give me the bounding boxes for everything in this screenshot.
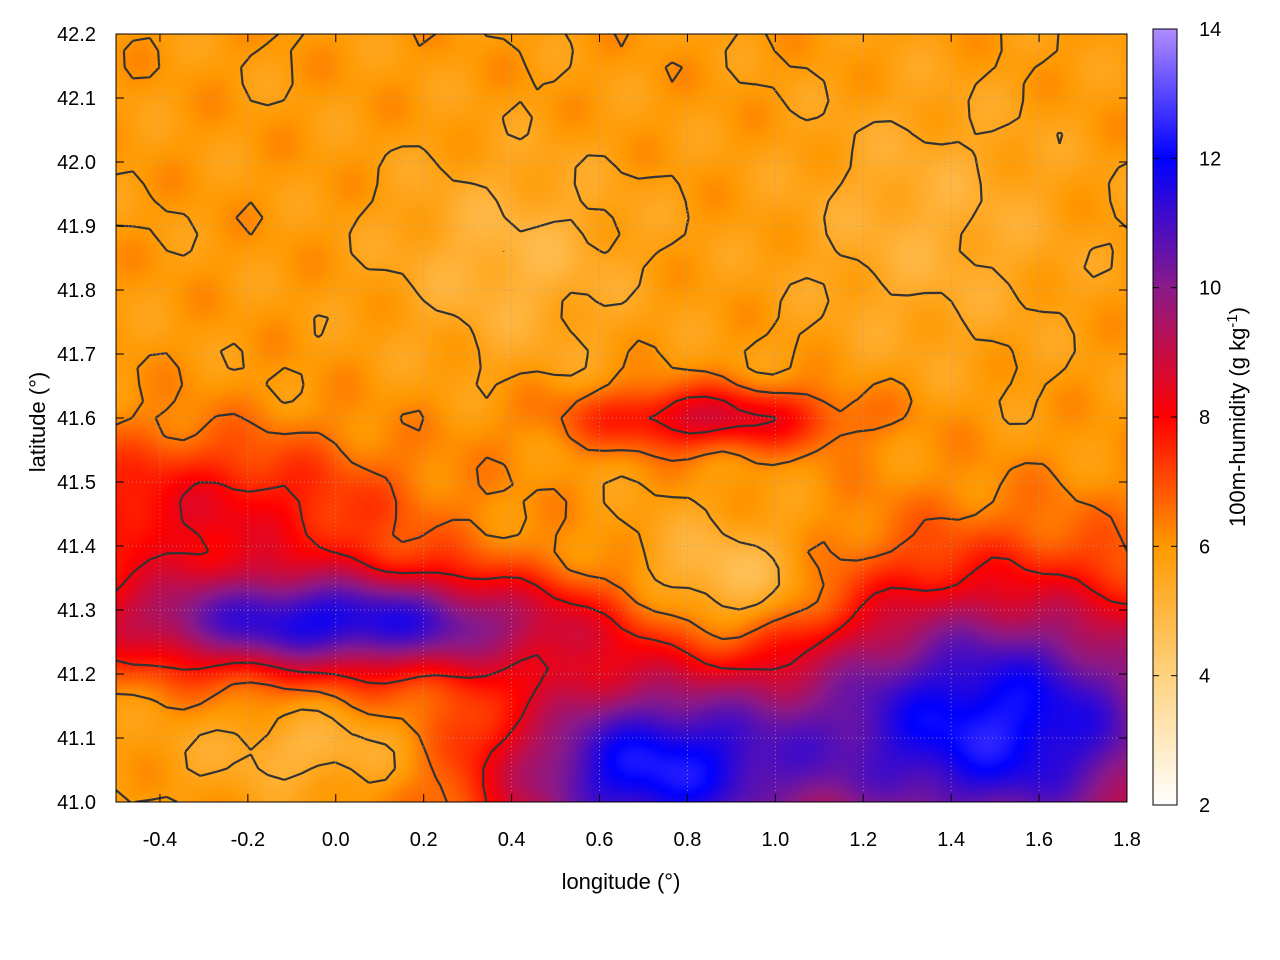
x-tick-label: -0.4 xyxy=(143,829,177,851)
y-tick-label: 42.1 xyxy=(57,88,96,110)
colorbar-label: 100m-humidity (g kg-1) xyxy=(1224,307,1250,527)
colorbar-tick-label: 8 xyxy=(1199,407,1210,429)
x-axis: -0.4 -0.2 0.0 0.2 0.4 0.6 0.8 1.0 1.2 1.4 1.6 1.8 xyxy=(143,34,1141,851)
y-tick-label: 42.2 xyxy=(57,24,96,46)
contour-level-3 xyxy=(116,395,1127,802)
y-tick-label: 41.8 xyxy=(57,280,96,302)
colorbar-ticks: 2 4 6 8 10 12 14 xyxy=(1153,19,1221,817)
x-axis-label: longitude (°) xyxy=(562,869,681,894)
y-axis-label: latitude (°) xyxy=(25,372,50,473)
colorbar-label-text: 100m-humidity (g kg xyxy=(1225,328,1250,527)
colorbar-tick-label: 2 xyxy=(1199,795,1210,817)
colorbar-label-exponent: -1 xyxy=(1224,314,1241,327)
y-tick-label: 41.4 xyxy=(57,536,96,558)
colorbar-tick-label: 6 xyxy=(1199,536,1210,558)
y-axis: 41.0 41.1 41.2 41.3 41.4 41.5 41.6 41.7 41.8 41.9… xyxy=(57,24,1127,814)
y-tick-label: 41.6 xyxy=(57,408,96,430)
colorbar: 2 4 6 8 10 12 14 100m-humidity (g kg-1) xyxy=(1152,19,1250,817)
colorbar-label-close: ) xyxy=(1225,307,1250,314)
x-tick-label: 1.6 xyxy=(1025,829,1053,851)
heatmap-field xyxy=(116,34,1127,802)
contour-level-2 xyxy=(116,34,1127,802)
x-tick-label: 0.0 xyxy=(322,829,350,851)
colorbar-tick-label: 14 xyxy=(1199,19,1221,41)
y-tick-label: 41.9 xyxy=(57,216,96,238)
x-tick-label: 0.2 xyxy=(410,829,438,851)
x-tick-label: -0.2 xyxy=(231,829,265,851)
plot-area xyxy=(115,33,1128,803)
x-tick-label: 0.6 xyxy=(586,829,614,851)
y-tick-label: 41.3 xyxy=(57,600,96,622)
y-tick-label: 41.7 xyxy=(57,344,96,366)
y-tick-label: 41.5 xyxy=(57,472,96,494)
x-tick-label: 0.8 xyxy=(674,829,702,851)
contour-level-1 xyxy=(116,34,1127,802)
y-tick-label: 41.1 xyxy=(57,728,96,750)
x-tick-label: 1.8 xyxy=(1113,829,1141,851)
x-tick-label: 1.0 xyxy=(761,829,789,851)
y-tick-label: 41.2 xyxy=(57,664,96,686)
y-tick-label: 42.0 xyxy=(57,152,96,174)
x-tick-label: 1.4 xyxy=(937,829,965,851)
y-tick-label: 41.0 xyxy=(57,792,96,814)
grid-lines xyxy=(116,33,1128,803)
colorbar-tick-label: 10 xyxy=(1199,278,1221,300)
x-tick-label: 0.4 xyxy=(498,829,526,851)
x-tick-label: 1.2 xyxy=(849,829,877,851)
colorbar-tick-label: 4 xyxy=(1199,666,1210,688)
colorbar-tick-label: 12 xyxy=(1199,148,1221,170)
contour-lines xyxy=(116,34,1127,802)
